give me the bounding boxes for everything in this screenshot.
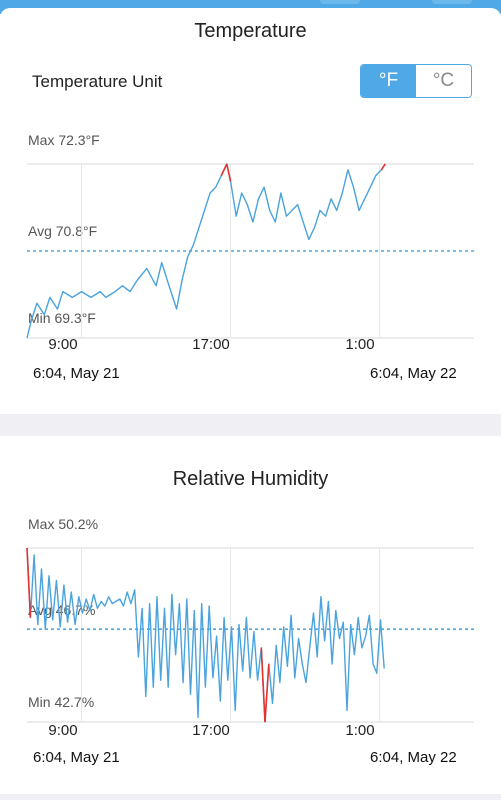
humidity-x-tick: 9:00: [48, 722, 78, 739]
temperature-x-tick: 1:00: [345, 336, 375, 353]
temperature-end-date: 6:04, May 22: [370, 365, 457, 382]
humidity-start-date: 6:04, May 21: [33, 749, 120, 766]
temperature-series-line: [26, 163, 386, 339]
humidity-end-date: 6:04, May 22: [370, 749, 457, 766]
humidity-x-tick: 17:00: [192, 722, 230, 739]
temperature-unit-label: Temperature Unit: [32, 72, 163, 91]
temperature-chart: [26, 163, 474, 339]
humidity-x-tick: 1:00: [345, 722, 375, 739]
temperature-extreme-segment: [220, 163, 228, 176]
header-tab-edge: [320, 0, 360, 4]
temperature-extreme-segment: [380, 163, 386, 171]
temperature-title: Temperature: [194, 20, 307, 42]
unit-celsius-button[interactable]: °C: [416, 65, 471, 97]
temperature-extreme-segment: [226, 163, 232, 182]
temperature-unit-toggle[interactable]: °F °C: [360, 64, 472, 98]
humidity-extreme-segment: [26, 547, 32, 618]
header-tab-edge: [432, 0, 472, 4]
humidity-title: Relative Humidity: [172, 468, 329, 490]
humidity-extreme-segment: [264, 663, 270, 723]
humidity-series-line: [26, 547, 385, 723]
humidity-card: Relative Humidity Max 50.2% Avg 46.7% Mi…: [0, 436, 501, 794]
temperature-x-tick: 17:00: [192, 336, 230, 353]
unit-fahrenheit-button[interactable]: °F: [361, 65, 416, 97]
temperature-x-tick: 9:00: [48, 336, 78, 353]
humidity-min-label: Min 42.7%: [28, 694, 95, 710]
temperature-avg-label: Avg 70.8°F: [28, 223, 98, 239]
humidity-chart: [26, 547, 474, 723]
temperature-max-label: Max 72.3°F: [28, 132, 100, 148]
humidity-max-label: Max 50.2%: [28, 516, 99, 532]
humidity-extreme-segment: [260, 647, 266, 723]
temperature-card: Temperature Temperature Unit °F °C Max 7…: [0, 8, 501, 414]
temperature-start-date: 6:04, May 21: [33, 365, 120, 382]
